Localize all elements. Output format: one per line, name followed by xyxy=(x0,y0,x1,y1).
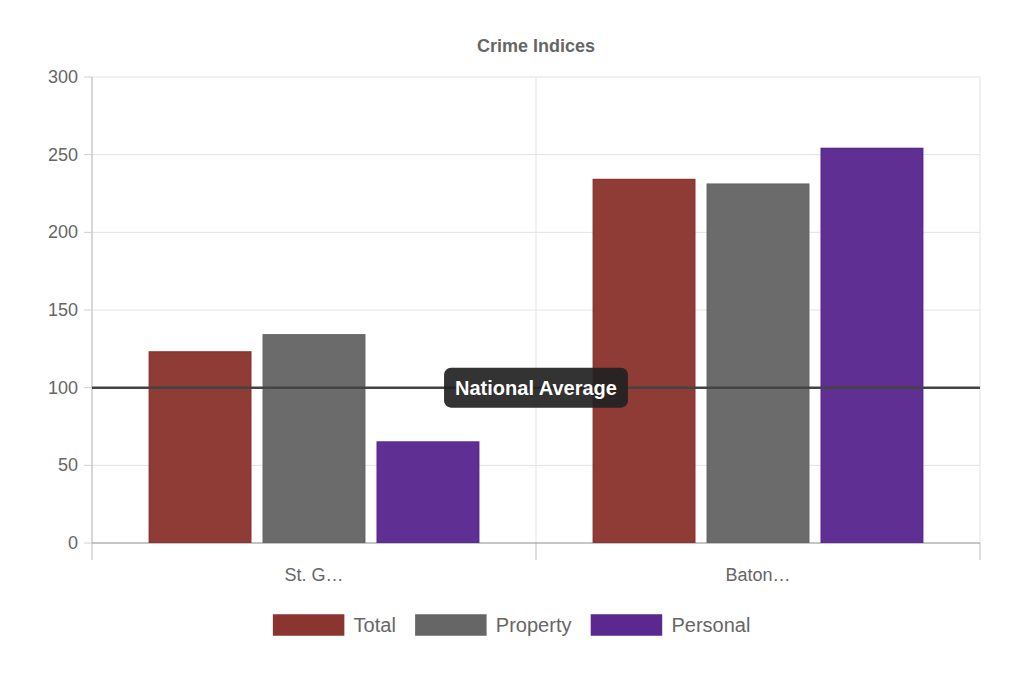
y-tick-label: 100 xyxy=(48,378,78,398)
tick-mark xyxy=(84,387,92,388)
tick-mark xyxy=(84,310,92,311)
x-tick-label: Baton… xyxy=(725,565,790,585)
category-tick xyxy=(92,543,93,560)
legend-swatch xyxy=(591,615,661,635)
legend-label: Total xyxy=(354,614,396,636)
tick-mark xyxy=(84,232,92,233)
y-tick-label: 300 xyxy=(48,67,78,87)
bar xyxy=(707,184,808,543)
bar xyxy=(593,180,694,543)
x-tick-label: St. G… xyxy=(284,565,343,585)
legend-label: Property xyxy=(496,614,572,636)
tick-mark xyxy=(84,77,92,78)
category-tick xyxy=(536,543,537,560)
tick-mark xyxy=(84,543,92,544)
annotation-box xyxy=(444,368,628,408)
category-grid-line xyxy=(980,77,981,543)
category-tick xyxy=(980,543,981,560)
annotation-label: National Average xyxy=(455,377,617,399)
tick-mark xyxy=(84,465,92,466)
bars xyxy=(92,148,980,543)
legend-label: Personal xyxy=(671,614,750,636)
legend: Total Property Personal xyxy=(274,614,751,636)
category-grid-line xyxy=(536,77,537,543)
y-tick-label: 0 xyxy=(68,533,78,553)
bar xyxy=(377,442,478,543)
bar xyxy=(263,335,364,543)
y-tick-label: 150 xyxy=(48,300,78,320)
legend-swatch xyxy=(274,615,344,635)
chart: Crime Indices 0 50 100 150 200 250 300 St. G… Bat… xyxy=(0,0,1024,675)
y-axis xyxy=(92,77,93,543)
bar xyxy=(149,352,250,543)
bar xyxy=(821,148,922,543)
y-tick-label: 50 xyxy=(58,455,78,475)
y-tick-label: 250 xyxy=(48,145,78,165)
category-grid-line xyxy=(92,77,93,543)
tick-mark xyxy=(84,154,92,155)
legend-swatch xyxy=(416,615,486,635)
title: Crime Indices xyxy=(477,36,595,56)
y-tick-label: 200 xyxy=(48,222,78,242)
